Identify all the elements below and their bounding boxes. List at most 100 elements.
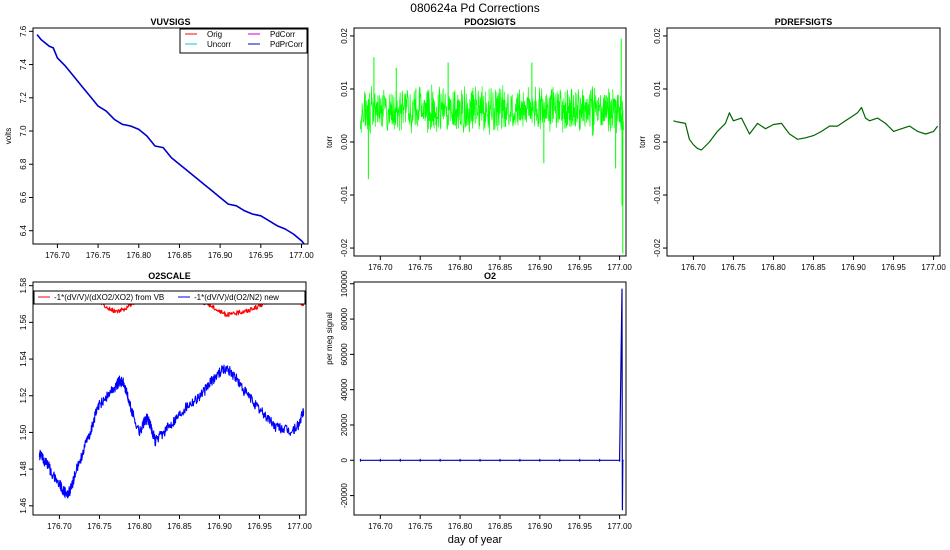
o2scale-x-tick-label: 176.75 (87, 522, 112, 531)
pdo2sigts-x-tick-label: 176.90 (528, 263, 553, 272)
pdo2sigts-y-tick-label: -0.02 (340, 238, 349, 257)
o2scale-x-tick-label: 177.00 (287, 522, 312, 531)
vuvsigs-y-tick-label: 6.4 (19, 225, 28, 237)
pdo2sigts-y-tick-label: 0.00 (340, 134, 349, 150)
o2scale-y-tick-label: 1.58 (19, 277, 28, 293)
pdrefsigts-y-tick-label: 0.00 (653, 134, 662, 150)
o2-title: O2 (484, 271, 496, 281)
pdo2sigts-y-tick-label: 0.02 (340, 28, 349, 44)
o2scale-x-tick-label: 176.85 (167, 522, 192, 531)
vuvsigs-y-tick-label: 7.6 (19, 25, 28, 37)
pdo2sigts-x-tick-label: 177.00 (607, 263, 632, 272)
vuvsigs-x-tick-label: 176.70 (45, 251, 70, 260)
vuvsigs-y-tick-label: 6.6 (19, 191, 28, 203)
pdo2sigts-x-tick-label: 176.95 (568, 263, 593, 272)
o2-x-tick-label: 176.75 (408, 522, 433, 531)
o2scale-plot-frame (32, 281, 307, 516)
pdo2sigts-x-tick-label: 176.75 (408, 263, 433, 272)
pdrefsigts-plot-frame (666, 27, 941, 257)
vuvsigs-legend-label: PdCorr (270, 30, 296, 39)
pdrefsigts-y-tick-label: -0.01 (653, 185, 662, 204)
o2-y-tick-label: 40000 (340, 378, 349, 401)
o2-x-tick-label: 176.70 (368, 522, 393, 531)
o2scale-x-tick-label: 176.80 (127, 522, 152, 531)
o2scale-x-tick-label: 176.90 (207, 522, 232, 531)
pdrefsigts-y-tick-label: 0.02 (653, 28, 662, 44)
panel-o2: O2 176.70 176.75 176.80 176.85 176.90 176.95 17… (325, 270, 632, 531)
vuvsigs-y-tick-label: 7.0 (19, 125, 28, 137)
vuvsigs-y-tick-label: 7.4 (19, 58, 28, 70)
panel-o2scale: O2SCALE 176.70 176.75 176.80 176.85 176.90 176… (19, 271, 312, 531)
o2scale-y-tick-label: 1.52 (19, 387, 28, 403)
pdo2sigts-x-tick-label: 176.70 (368, 263, 393, 272)
pdo2sigts-series-line (360, 84, 624, 137)
o2scale-series-line (38, 364, 305, 499)
o2scale-y-tick-label: 1.54 (19, 351, 28, 367)
o2scale-y-tick-label: 1.50 (19, 424, 28, 440)
pdrefsigts-x-tick-label: 176.90 (841, 263, 866, 272)
pdo2sigts-x-tick-label: 176.85 (488, 263, 513, 272)
pdrefsigts-series-line (673, 106, 939, 151)
o2-y-tick-label: 80000 (340, 307, 349, 330)
o2scale-title: O2SCALE (148, 271, 191, 281)
vuvsigs-y-tick-label: 7.2 (19, 92, 28, 104)
vuvsigs-y-axis-label: volts (4, 128, 13, 144)
o2scale-plot-area (38, 294, 305, 499)
o2scale-y-tick-label: 1.48 (19, 461, 28, 477)
vuvsigs-plot-frame (32, 27, 309, 245)
vuvsigs-x-tick-label: 176.95 (249, 251, 274, 260)
panel-pdrefsigts: PDREFSIGTS 176.70 176.75 176.80 176.85 176.90… (638, 17, 946, 272)
vuvsigs-x-tick-label: 176.90 (208, 251, 233, 260)
panel-pdo2sigts: PDO2SIGTS 176.70 176.75 176.80 176.85 176.90 1… (325, 17, 632, 272)
o2scale-legend-label: -1*(dV/V)/d(O2/N2) new (194, 293, 279, 302)
pdrefsigts-x-tick-label: 176.95 (881, 263, 906, 272)
pdrefsigts-x-tick-label: 176.80 (761, 263, 786, 272)
vuvsigs-x-tick-label: 176.75 (86, 251, 111, 260)
o2scale-y-tick-label: 1.56 (19, 314, 28, 330)
pdrefsigts-x-tick-label: 176.70 (681, 263, 706, 272)
o2scale-x-tick-label: 176.95 (247, 522, 272, 531)
vuvsigs-legend (179, 28, 308, 54)
o2-y-tick-label: 0 (340, 458, 349, 463)
pdrefsigts-x-tick-label: 176.85 (801, 263, 826, 272)
vuvsigs-title: VUVSIGS (150, 17, 190, 27)
vuvsigs-y-tick-label: 6.8 (19, 158, 28, 170)
o2-x-tick-label: 176.80 (448, 522, 473, 531)
vuvsigs-x-tick-label: 176.85 (167, 251, 192, 260)
pdrefsigts-y-tick-label: 0.01 (653, 81, 662, 97)
pdrefsigts-x-tick-label: 176.75 (721, 263, 746, 272)
vuvsigs-x-tick-label: 176.80 (127, 251, 152, 260)
o2-x-tick-label: 176.90 (528, 522, 553, 531)
o2-y-tick-label: 20000 (340, 413, 349, 436)
o2-plot-area (359, 288, 624, 511)
o2-y-tick-label: 100000 (340, 270, 349, 297)
pdo2sigts-x-tick-label: 176.80 (448, 263, 473, 272)
pdo2sigts-y-tick-label: -0.01 (340, 185, 349, 204)
o2scale-legend (33, 290, 306, 305)
pdrefsigts-plot-area (673, 106, 939, 151)
o2scale-y-tick-label: 1.46 (19, 497, 28, 513)
o2-x-tick-label: 177.00 (607, 522, 632, 531)
pdo2sigts-plot-area (360, 38, 624, 254)
vuvsigs-legend-label: PdPrCorr (270, 40, 304, 49)
panel-vuvsigs: VUVSIGS 176.70 176.75 176.80 176.85 176.90 176… (4, 17, 314, 260)
o2scale-legend-label: -1*(dV/V)/(dXO2/XO2) from VB (54, 293, 164, 302)
o2-y-tick-label: 60000 (340, 343, 349, 366)
o2-x-tick-label: 176.95 (568, 522, 593, 531)
o2-plot-frame (353, 281, 627, 516)
pdo2sigts-plot-frame (353, 27, 627, 257)
o2scale-x-tick-label: 176.70 (47, 522, 72, 531)
pdrefsigts-x-tick-label: 177.00 (921, 263, 946, 272)
o2-y-tick-label: -20000 (340, 483, 349, 508)
pdrefsigts-title: PDREFSIGTS (775, 17, 833, 27)
o2-y-axis-label: per meg signal (325, 312, 334, 365)
vuvsigs-legend-label: Orig (207, 30, 222, 39)
pdo2sigts-y-axis-label: torr (325, 136, 334, 148)
pdrefsigts-y-axis-label: torr (638, 136, 647, 148)
vuvsigs-series-line (36, 34, 306, 244)
pdrefsigts-y-tick-label: -0.02 (653, 238, 662, 257)
vuvsigs-legend-label: Uncorr (207, 40, 231, 49)
panels: VUVSIGS 176.70 176.75 176.80 176.85 176.90 176… (4, 17, 946, 531)
x-axis-label: day of year (448, 534, 503, 546)
